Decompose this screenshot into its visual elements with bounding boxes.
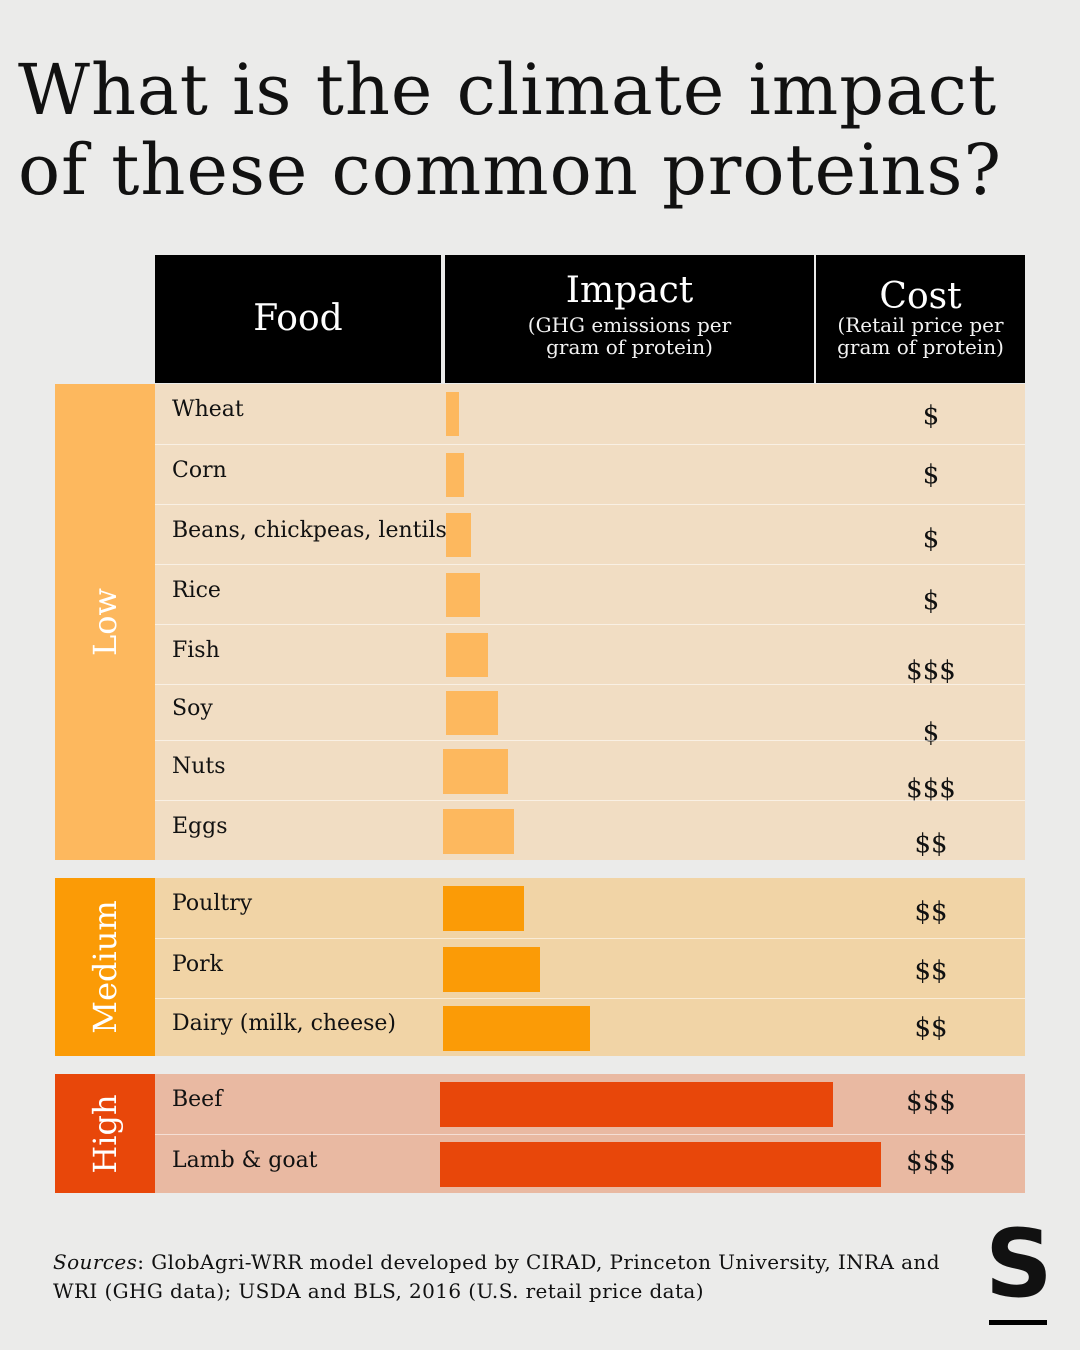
table-row: Dairy (milk, cheese) $$ [155, 998, 1025, 1057]
table-row: Poultry $$ [155, 878, 1025, 938]
cost-label: $$$ [906, 1147, 956, 1177]
food-label: Fish [172, 638, 220, 663]
food-label: Lamb & goat [172, 1148, 318, 1173]
table-row: Beef $$$ [155, 1074, 1025, 1134]
food-label: Eggs [172, 814, 228, 839]
band-low: Low [55, 384, 155, 860]
table-row: Nuts $$$ [155, 740, 1025, 804]
impact-bar [443, 947, 540, 992]
header-cost-label: Cost [879, 276, 962, 317]
header-impact-label: Impact [565, 270, 694, 311]
food-label: Nuts [172, 754, 226, 779]
cost-label: $$ [914, 1013, 948, 1043]
logo-letter: S [985, 1210, 1053, 1319]
sources-text: : GlobAgri-WRR model developed by CIRAD,… [53, 1250, 940, 1303]
panel-low [155, 384, 1025, 860]
food-label: Corn [172, 458, 227, 483]
table-row: Lamb & goat $$$ [155, 1134, 1025, 1194]
food-label: Poultry [172, 891, 253, 916]
header-impact: Impact (GHG emissions per gram of protei… [445, 255, 814, 383]
impact-bar [443, 886, 524, 931]
cost-label: $$$ [906, 774, 956, 804]
table-row: Fish $$$ [155, 624, 1025, 686]
title-line-2: of these common proteins? [18, 129, 1003, 211]
food-label: Beef [172, 1087, 223, 1112]
title-line-1: What is the climate impact [18, 49, 998, 131]
impact-bar [446, 573, 480, 617]
band-high-label: High [86, 1093, 124, 1174]
panel-medium [155, 878, 1025, 1056]
impact-bar [443, 809, 514, 854]
table-row: Wheat $ [155, 384, 1025, 444]
table-row: Corn $ [155, 444, 1025, 505]
food-label: Dairy (milk, cheese) [172, 1011, 396, 1036]
food-label: Pork [172, 952, 224, 977]
table-row: Eggs $$ [155, 800, 1025, 861]
table-row: Beans, chickpeas, lentils $ [155, 504, 1025, 565]
band-medium: Medium [55, 878, 155, 1056]
food-label: Rice [172, 578, 221, 603]
impact-bar [446, 633, 488, 677]
cost-label: $$ [914, 897, 948, 927]
band-medium-label: Medium [86, 900, 124, 1034]
cost-label: $$$ [906, 1087, 956, 1117]
table-row: Rice $ [155, 564, 1025, 625]
food-label: Beans, chickpeas, lentils [172, 518, 447, 543]
cost-label: $ [922, 524, 940, 554]
header-impact-sub2: gram of protein) [546, 335, 713, 359]
cost-label: $ [922, 586, 940, 616]
cost-label: $ [922, 460, 940, 490]
cost-label: $$ [914, 829, 948, 859]
band-high: High [55, 1074, 155, 1193]
header-cost-sub1: (Retail price per [837, 313, 1004, 337]
table-row: Pork $$ [155, 938, 1025, 999]
impact-bar [446, 691, 498, 735]
food-label: Wheat [172, 397, 244, 422]
impact-bar [446, 392, 459, 436]
food-label: Soy [172, 696, 213, 721]
sources-note: Sources: GlobAgri-WRR model developed by… [53, 1248, 953, 1306]
impact-bar [443, 749, 508, 794]
table-row: Soy $ [155, 684, 1025, 748]
band-low-label: Low [86, 588, 124, 656]
cost-label: $$$ [906, 656, 956, 686]
page-title: What is the climate impact of these comm… [18, 50, 1078, 210]
impact-bar [446, 513, 471, 557]
header-cost: Cost (Retail price per gram of protein) [816, 255, 1025, 383]
header-cost-sub2: gram of protein) [837, 335, 1004, 359]
header-impact-sub1: (GHG emissions per [527, 313, 732, 337]
impact-bar [440, 1142, 881, 1187]
cost-label: $$ [914, 956, 948, 986]
header-food-label: Food [253, 298, 343, 339]
impact-bar [440, 1082, 833, 1127]
brand-logo: S [985, 1210, 1053, 1328]
sources-label: Sources [53, 1250, 138, 1274]
logo-underline [989, 1320, 1047, 1325]
impact-bar [443, 1006, 590, 1051]
cost-label: $ [922, 401, 940, 431]
impact-bar [446, 453, 464, 497]
header-food: Food [155, 255, 441, 383]
